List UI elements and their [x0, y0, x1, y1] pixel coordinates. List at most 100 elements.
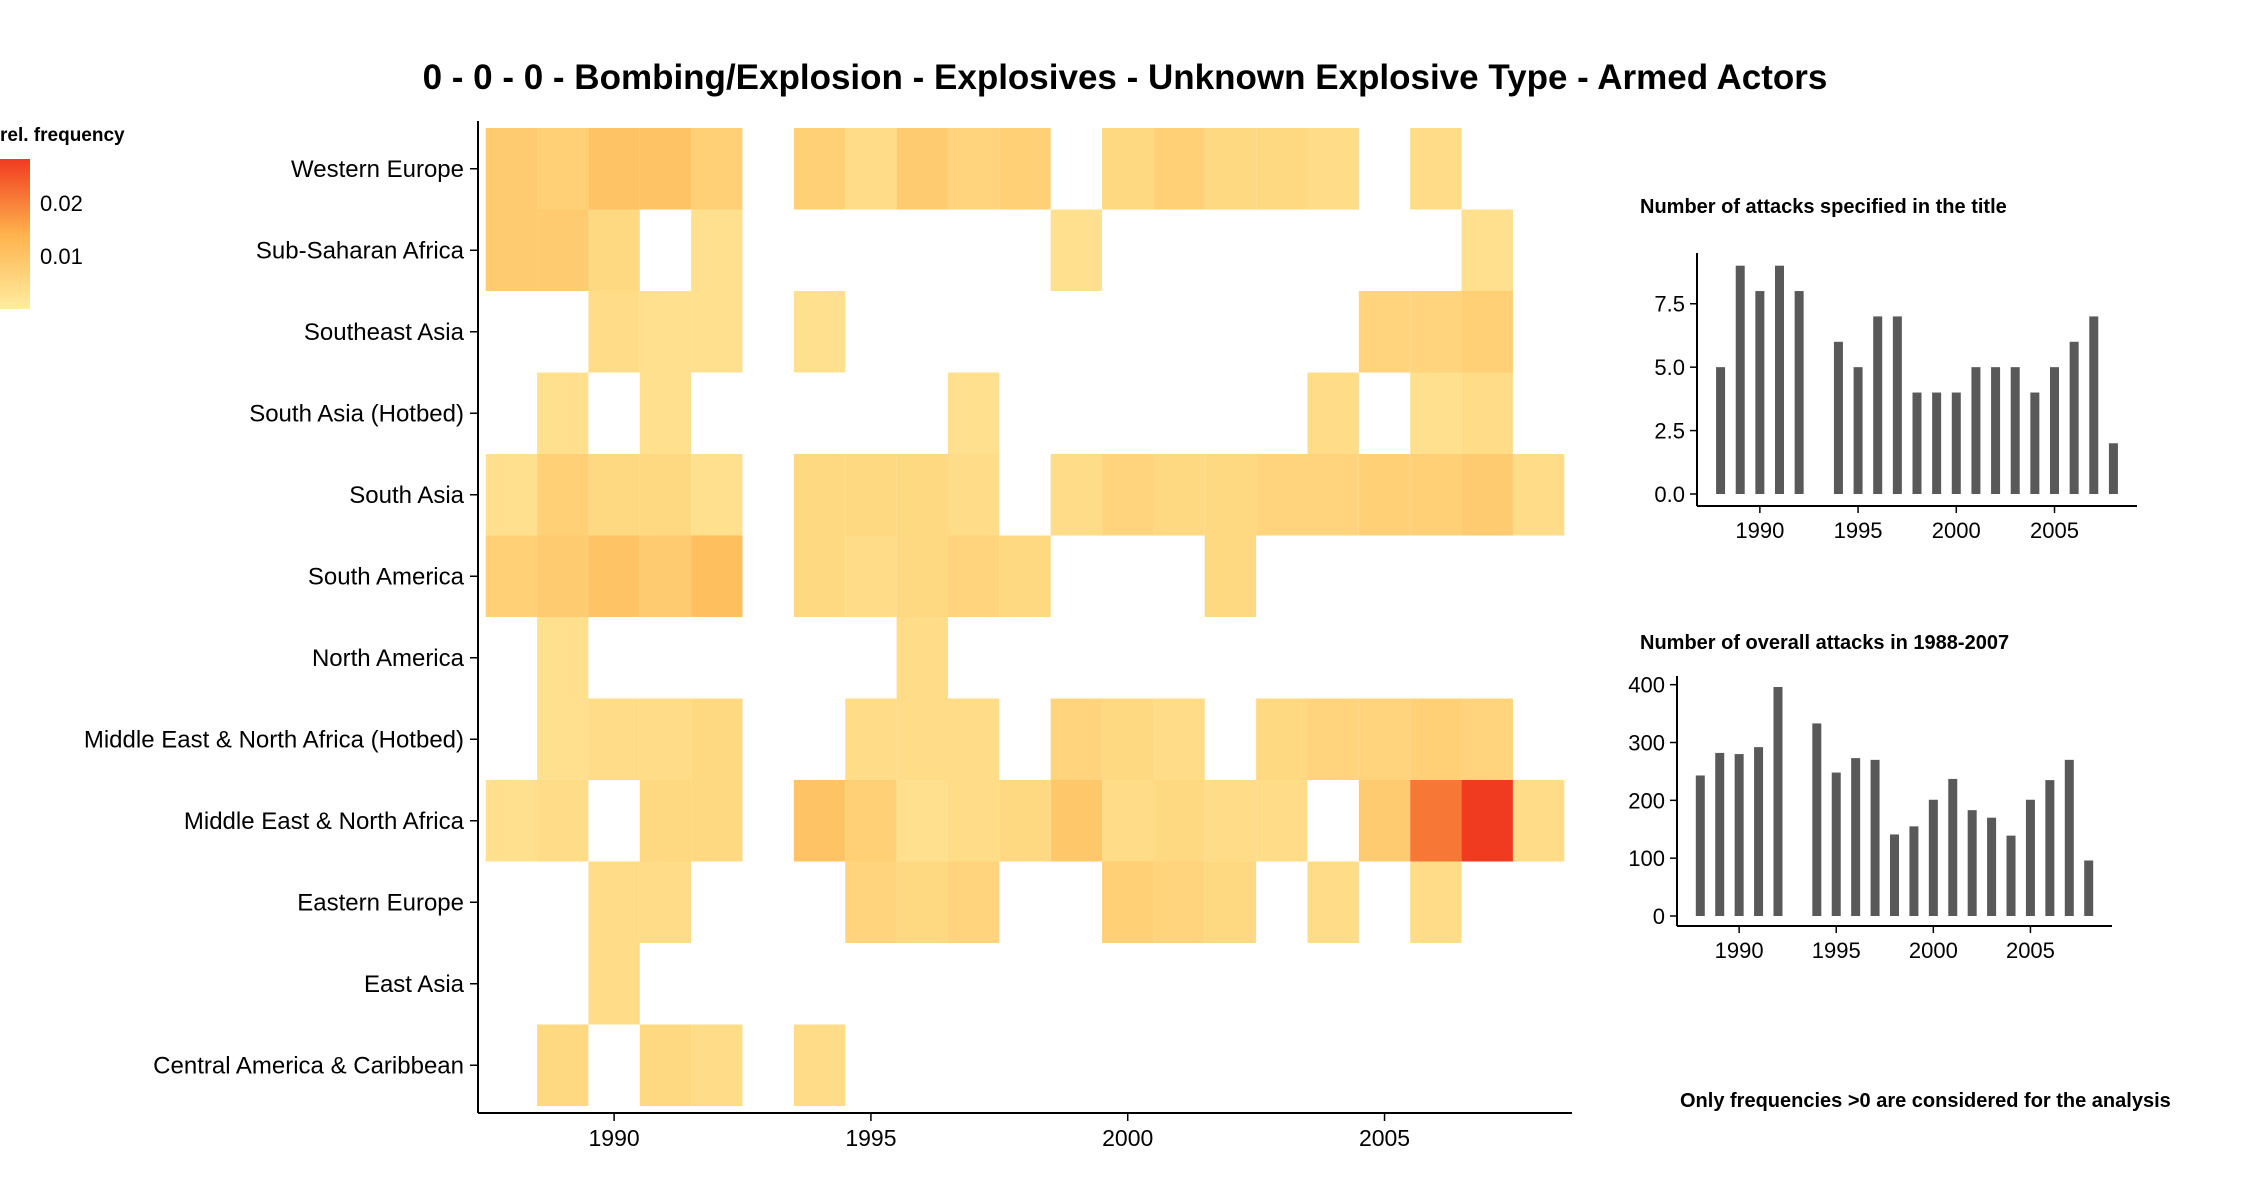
heatmap-cell: [1410, 291, 1462, 373]
heatmap-cell: [1358, 291, 1411, 373]
heatmap-cell: [1204, 861, 1257, 943]
x-tick-label: 2000: [1909, 938, 1958, 963]
y-tick-label: 7.5: [1654, 292, 1685, 317]
heatmap-cell: [1153, 861, 1205, 943]
heatmap-cell: [588, 291, 640, 373]
bar: [1948, 778, 1958, 916]
legend-title: rel. frequency: [0, 125, 125, 146]
heatmap-cell: [896, 617, 948, 699]
y-tick-label: Sub-Saharan Africa: [256, 237, 465, 264]
bar: [1775, 265, 1784, 494]
x-tick-label: 2005: [1359, 1125, 1410, 1151]
x-tick-label: 1990: [1735, 518, 1784, 543]
heatmap-cell: [793, 128, 846, 210]
y-tick-label: South Asia: [349, 482, 464, 509]
heatmap-cell: [1050, 698, 1103, 780]
heatmap-cell: [1410, 372, 1462, 454]
heatmap-cell: [947, 535, 1000, 617]
y-tick-label: Central America & Caribbean: [153, 1052, 464, 1079]
bar: [2108, 443, 2118, 494]
heatmap-cell: [793, 291, 846, 373]
heatmap-cell: [1410, 698, 1462, 780]
bar: [1951, 392, 1961, 494]
heatmap-cell: [845, 780, 897, 862]
heatmap-cell: [1256, 454, 1308, 536]
bar: [1754, 747, 1764, 916]
heatmap-cell: [691, 454, 743, 536]
heatmap-cell: [1512, 454, 1565, 536]
heatmap-cell: [537, 698, 589, 780]
bar: [1912, 392, 1922, 494]
heatmap-cell: [485, 780, 538, 862]
overall-attacks-chart-title: Number of overall attacks in 1988-2007: [1640, 632, 2010, 654]
heatmap-cell: [896, 535, 948, 617]
bar: [1734, 754, 1744, 916]
bar: [1851, 758, 1861, 916]
heatmap-cell: [485, 454, 538, 536]
heatmap-cell: [588, 209, 640, 291]
x-tick-label: 2000: [1932, 518, 1981, 543]
heatmap-cell: [537, 209, 589, 291]
heatmap-cell: [947, 454, 1000, 536]
footnote: Only frequencies >0 are considered for t…: [1680, 1090, 2171, 1112]
bar: [1971, 367, 1981, 494]
bar: [2064, 759, 2074, 916]
y-tick-label: Middle East & North Africa: [184, 808, 465, 835]
y-tick-label: 200: [1628, 788, 1665, 813]
bar: [2010, 367, 2020, 494]
heatmap-cell: [1102, 698, 1154, 780]
overall-attacks-bar-chart: 0 100 200 300 400 1990 1995 2000 2005: [1628, 673, 2112, 963]
attacks-specified-chart-title: Number of attacks specified in the title: [1640, 196, 2007, 218]
heatmap-cell: [588, 535, 640, 617]
heatmap-cell: [1461, 698, 1513, 780]
heatmap-cell: [793, 454, 846, 536]
heatmap-cell: [639, 291, 692, 373]
heatmap-cell: [537, 454, 589, 536]
bar: [1870, 759, 1880, 916]
heatmap-cell: [1153, 454, 1205, 536]
y-tick-label: 300: [1628, 731, 1665, 756]
heatmap-cell: [1102, 454, 1154, 536]
heatmap-cell: [1358, 780, 1411, 862]
heatmap-cell: [588, 943, 640, 1025]
heatmap-cell: [1256, 128, 1308, 210]
heatmap-cell: [1102, 861, 1154, 943]
heatmap-cell: [1102, 780, 1154, 862]
y-tick-label: 5.0: [1654, 355, 1685, 380]
y-tick-label: 100: [1628, 846, 1665, 871]
attacks-specified-bar-chart: 0.0 2.5 5.0 7.5 1990 1995 2000 2005: [1654, 253, 2137, 543]
heatmap-cell: [896, 128, 948, 210]
heatmap-cell: [588, 128, 640, 210]
bar: [1892, 316, 1902, 494]
heatmap-cell: [639, 535, 692, 617]
bar: [2069, 341, 2079, 494]
bar: [2030, 392, 2040, 494]
bar: [1735, 265, 1745, 494]
bar: [1831, 772, 1841, 916]
heatmap-cell: [537, 617, 589, 699]
heatmap-cell: [896, 698, 948, 780]
heatmap-cell: [947, 372, 1000, 454]
heatmap-cell: [639, 698, 692, 780]
heatmap-cell: [588, 861, 640, 943]
heatmap-cell: [691, 128, 743, 210]
bar: [1873, 316, 1883, 494]
heatmap-cell: [691, 535, 743, 617]
y-tick-label: Western Europe: [291, 156, 464, 183]
legend-tick-label: 0.02: [40, 191, 83, 216]
bar: [1853, 367, 1863, 494]
y-tick-label: 2.5: [1654, 419, 1685, 444]
y-tick-label: 0: [1653, 904, 1665, 929]
heatmap-cell: [639, 780, 692, 862]
x-tick-label: 1990: [589, 1125, 640, 1151]
heatmap-cell: [999, 128, 1051, 210]
heatmap-cell: [1358, 698, 1411, 780]
heatmap-cell: [485, 128, 538, 210]
x-tick-label: 1990: [1715, 938, 1764, 963]
heatmap-cell: [1153, 128, 1205, 210]
bar: [2025, 799, 2035, 916]
heatmap-cell: [1204, 454, 1257, 536]
heatmap-cell: [1512, 780, 1565, 862]
heatmap-cell: [1461, 209, 1513, 291]
heatmap-cell: [896, 780, 948, 862]
